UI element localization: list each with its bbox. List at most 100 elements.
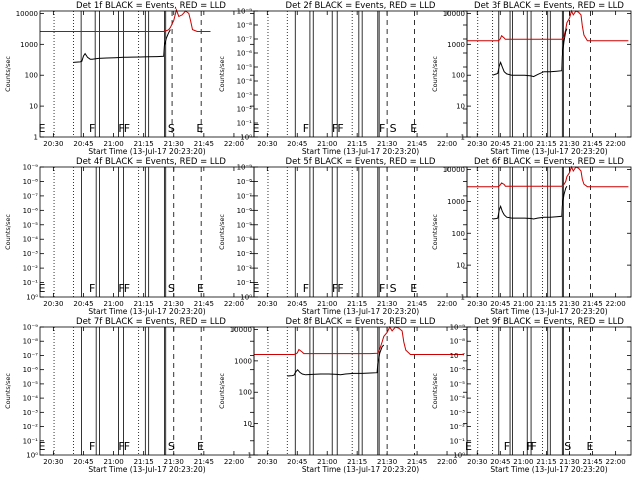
x-tick-label: 20:45 (73, 140, 93, 148)
panel-title: Det 2f BLACK = Events, RED = LLD (286, 1, 436, 11)
y-axis-label: Counts/sec (218, 373, 226, 409)
x-tick-label: 21:15 (536, 458, 556, 466)
y-tick-label: 10⁻⁵ (450, 380, 466, 388)
x-tick-label: 22:00 (224, 140, 244, 148)
y-tick-label: 10⁻³ (23, 409, 39, 417)
x-tick-label: 21:00 (513, 300, 533, 308)
y-tick-label: 10000 (230, 326, 252, 334)
flag-label: F (526, 440, 532, 453)
x-tick-label: 20:45 (490, 458, 510, 466)
flag-label: F (530, 440, 536, 453)
x-tick-label: 21:30 (164, 458, 184, 466)
x-tick-label: 21:45 (194, 140, 214, 148)
x-tick-label: 22:00 (437, 140, 457, 148)
plot-frame (466, 10, 632, 138)
flag-label: F (118, 282, 124, 295)
flag-label: F (379, 122, 385, 135)
flag-label: F (332, 122, 338, 135)
flag-label: E (39, 122, 46, 135)
y-axis-label: Counts/sec (218, 214, 226, 250)
x-tick-label: 21:45 (407, 140, 427, 148)
x-tick-label: 21:45 (407, 458, 427, 466)
y-tick-label: 10⁰ (240, 294, 252, 302)
panel-title: Det 3f BLACK = Events, RED = LLD (474, 1, 624, 11)
y-tick-label: 10⁰ (26, 294, 38, 302)
panel-det-5f: Det 5f BLACK = Events, RED = LLD Counts/s… (218, 157, 468, 316)
x-tick-label: 21:00 (317, 300, 337, 308)
x-axis-label: Start Time (13-Jul-17 20:23:20) (302, 147, 419, 156)
lld-series-line (40, 8, 211, 32)
y-tick-label: 10⁻⁶ (237, 50, 253, 58)
y-tick-label: 1 (461, 134, 465, 142)
y-tick-label: 10⁻¹ (237, 279, 253, 287)
x-tick-label: 20:45 (73, 458, 93, 466)
y-tick-label: 10000 (443, 166, 465, 174)
events-series-line (287, 344, 385, 377)
flag-label: F (89, 440, 95, 453)
flag-label: F (118, 122, 124, 135)
flag-label: E (587, 440, 594, 453)
flag-label: F (124, 122, 130, 135)
y-tick-label: 10⁻⁷ (23, 192, 39, 200)
x-axis-label: Start Time (13-Jul-17 20:23:20) (490, 147, 607, 156)
x-tick-label: 20:30 (43, 140, 63, 148)
x-tick-label: 21:30 (377, 458, 397, 466)
y-tick-label: 10 (456, 262, 465, 270)
x-tick-label: 21:00 (513, 140, 533, 148)
panel-title: Det 6f BLACK = Events, RED = LLD (474, 157, 624, 167)
y-tick-label: 10⁻⁸ (237, 178, 253, 186)
y-tick-label: 1 (34, 134, 38, 142)
panel-title: Det 5f BLACK = Events, RED = LLD (286, 157, 436, 167)
y-tick-label: 10⁻⁹ (23, 324, 39, 332)
x-tick-label: 21:45 (582, 140, 602, 148)
y-tick-label: 10⁻³ (23, 250, 39, 258)
panel-title: Det 4f BLACK = Events, RED = LLD (76, 157, 226, 167)
x-tick-label: 22:00 (437, 458, 457, 466)
flag-label: E (253, 282, 260, 295)
y-axis-label: Counts/sec (218, 56, 226, 92)
x-tick-label: 21:15 (536, 140, 556, 148)
x-axis-label: Start Time (13-Jul-17 20:23:20) (302, 307, 419, 316)
y-tick-label: 10000 (443, 10, 465, 18)
x-tick-label: 21:30 (377, 300, 397, 308)
panel-det-7f: Det 7f BLACK = Events, RED = LLD Counts/s… (4, 317, 255, 474)
flag-label: E (465, 440, 472, 453)
y-axis-label: Counts/sec (4, 373, 12, 409)
x-tick-label: 21:15 (347, 140, 367, 148)
flag-label: E (197, 282, 204, 295)
y-tick-label: 10⁻² (23, 423, 39, 431)
y-tick-label: 10⁻⁸ (23, 338, 39, 346)
panel-det-9f: Det 9f BLACK = Events, RED = LLD Counts/s… (431, 317, 632, 474)
y-tick-label: 100 (239, 389, 252, 397)
y-tick-label: 10⁻⁴ (450, 395, 466, 403)
x-axis-label: Start Time (13-Jul-17 20:23:20) (302, 465, 419, 474)
y-tick-label: 1000 (20, 41, 38, 49)
y-tick-label: 10⁻⁹ (237, 8, 253, 16)
flag-label: F (332, 282, 338, 295)
lld-series-line (467, 9, 629, 42)
y-tick-label: 10⁻⁴ (237, 78, 253, 86)
y-tick-label: 10⁻⁹ (23, 164, 39, 172)
x-tick-label: 20:30 (43, 300, 63, 308)
y-tick-label: 10⁰ (240, 134, 252, 142)
x-tick-label: 22:00 (606, 140, 626, 148)
y-tick-label: 10 (29, 103, 38, 111)
lld-series-line (254, 325, 464, 355)
x-tick-label: 21:30 (559, 458, 579, 466)
x-tick-label: 21:15 (134, 140, 154, 148)
y-tick-label: 10 (243, 420, 252, 428)
y-tick-label: 1 (248, 452, 252, 460)
y-tick-label: 10⁻⁵ (237, 221, 253, 229)
x-tick-label: 20:30 (467, 140, 487, 148)
x-tick-label: 20:30 (257, 458, 277, 466)
x-tick-label: 20:45 (287, 300, 307, 308)
x-axis-label: Start Time (13-Jul-17 20:23:20) (88, 147, 205, 156)
y-tick-label: 10⁻⁸ (450, 338, 466, 346)
x-tick-label: 20:30 (467, 300, 487, 308)
y-tick-label: 10⁻⁹ (450, 324, 466, 332)
y-tick-label: 10⁻⁵ (237, 64, 253, 72)
flag-label: S (390, 122, 397, 135)
flag-label: S (168, 282, 175, 295)
y-tick-label: 10⁻⁶ (237, 207, 253, 215)
